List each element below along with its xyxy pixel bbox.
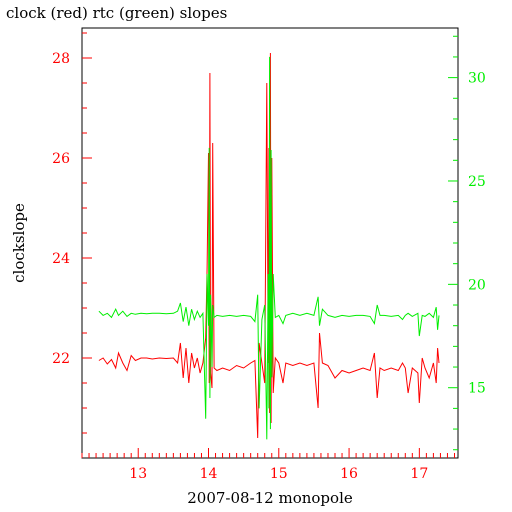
x-tick-label: 14	[200, 466, 218, 482]
x-tick-label: 17	[410, 466, 428, 482]
y-left-tick-label: 26	[52, 151, 70, 167]
series-line-clock	[98, 52, 440, 439]
tick-labels: 13 14 15 16 17 22 24 26 28 15 20 25 30	[52, 51, 486, 482]
x-tick-label: 16	[340, 466, 358, 482]
chart-title: clock (red) rtc (green) slopes	[6, 4, 227, 22]
y-right-tick-label: 20	[468, 277, 486, 293]
series-line-rtc	[98, 56, 440, 440]
y-left-tick-label: 22	[52, 351, 70, 367]
x-axis-title: 2007-08-12 monopole	[187, 489, 353, 507]
y-axis-title: clockslope	[10, 203, 28, 283]
y-right-tick-label: 25	[468, 174, 486, 190]
y-right-tick-label: 15	[468, 381, 486, 397]
minor-ticks	[81, 32, 458, 458]
y-right-tick-label: 30	[468, 71, 486, 87]
y-left-tick-label: 24	[52, 251, 70, 267]
series-layer	[98, 52, 440, 440]
x-tick-label: 15	[270, 466, 288, 482]
y-left-tick-label: 28	[52, 51, 70, 67]
x-tick-label: 13	[129, 466, 147, 482]
major-ticks	[82, 57, 458, 458]
